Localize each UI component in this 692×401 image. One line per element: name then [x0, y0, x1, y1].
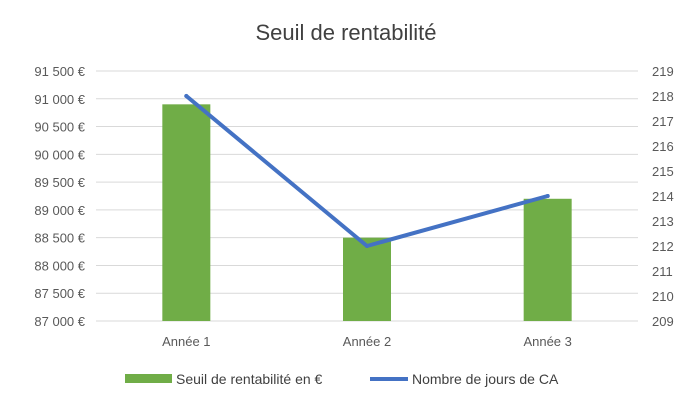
bar	[162, 104, 211, 321]
legend: Seuil de rentabilité en € Nombre de jour…	[125, 371, 559, 387]
left-tick-label: 89 000 €	[34, 203, 85, 218]
right-tick-label: 218	[652, 89, 674, 104]
left-tick-label: 90 000 €	[34, 147, 85, 162]
left-axis-ticks: 87 000 € 87 500 € 88 000 € 88 500 € 89 000 €…	[34, 64, 85, 329]
line-point	[365, 244, 369, 248]
right-tick-label: 216	[652, 139, 674, 154]
right-tick-label: 213	[652, 214, 674, 229]
line-point	[545, 194, 550, 198]
category-label: Année 3	[523, 334, 571, 349]
left-tick-label: 91 500 €	[34, 64, 85, 79]
left-tick-label: 88 500 €	[34, 231, 85, 246]
line-point	[184, 94, 189, 98]
right-tick-label: 212	[652, 239, 674, 254]
right-tick-label: 215	[652, 164, 674, 179]
right-axis-ticks: 209 210 211 212 213 214 215 216 217 218 219	[652, 64, 674, 329]
left-tick-label: 89 500 €	[34, 175, 85, 190]
right-tick-label: 210	[652, 289, 674, 304]
category-label: Année 1	[162, 334, 210, 349]
right-tick-label: 217	[652, 114, 674, 129]
chart-title: Seuil de rentabilité	[255, 20, 436, 45]
category-label: Année 2	[343, 334, 391, 349]
legend-bar-label: Seuil de rentabilité en €	[176, 371, 323, 387]
legend-line-label: Nombre de jours de CA	[412, 371, 559, 387]
line-series	[184, 94, 550, 248]
bar-series	[162, 104, 572, 321]
left-tick-label: 87 500 €	[34, 286, 85, 301]
right-tick-label: 219	[652, 64, 674, 79]
bar	[343, 237, 391, 321]
left-tick-label: 88 000 €	[34, 258, 85, 273]
left-tick-label: 90 500 €	[34, 120, 85, 135]
legend-bar-swatch	[125, 374, 172, 383]
right-tick-label: 209	[652, 314, 674, 329]
left-tick-label: 91 000 €	[34, 92, 85, 107]
bar	[523, 198, 572, 321]
line-path	[184, 94, 550, 248]
left-tick-label: 87 000 €	[34, 314, 85, 329]
right-tick-label: 211	[652, 264, 673, 279]
right-tick-label: 214	[652, 189, 674, 204]
category-labels: Année 1 Année 2 Année 3	[162, 334, 572, 349]
